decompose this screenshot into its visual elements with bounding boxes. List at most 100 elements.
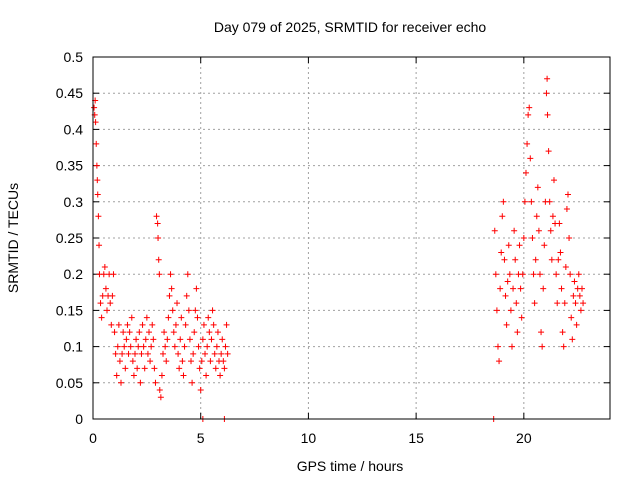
data-point [491,227,498,234]
data-point [167,271,174,278]
data-point [209,307,216,314]
data-point [113,372,120,379]
data-point [198,358,205,365]
data-point [497,285,504,292]
data-point [110,271,117,278]
y-tick-label: 0.25 [56,230,83,246]
data-point [525,111,532,118]
data-point [108,321,115,328]
data-point [218,350,225,357]
data-point [533,213,540,220]
data-point [531,300,538,307]
data-point [576,292,583,299]
data-point [128,314,135,321]
data-point [545,148,552,155]
x-axis-label: GPS time / hours [297,458,404,474]
data-point [494,343,501,350]
y-tick-label: 0.35 [56,158,83,174]
data-point [114,343,121,350]
data-point [220,358,227,365]
data-point [96,242,103,249]
data-point [127,343,134,350]
data-point [188,358,195,365]
data-point [526,104,533,111]
data-point [214,329,221,336]
data-point [154,220,161,227]
data-point [549,213,556,220]
y-axis-ticks: 0 0.05 0.1 0.15 0.2 0.25 0.3 0.35 0.4 0.45 0.5 [56,49,610,427]
data-point [146,329,153,336]
data-point [564,191,571,198]
data-point [181,343,188,350]
data-point [504,278,511,285]
data-point [520,235,527,241]
data-point [172,321,179,328]
data-point [538,329,545,336]
data-point [185,307,192,314]
data-point [168,285,175,292]
data-point [158,372,165,379]
y-tick-label: 0.3 [64,194,84,210]
data-point [165,314,172,321]
data-point [546,198,553,205]
data-point [536,271,543,278]
data-point [148,343,155,350]
data-point [566,235,573,241]
data-point [500,198,507,205]
data-point [102,285,109,292]
data-point [547,227,554,234]
data-point [193,285,200,292]
data-point [166,292,173,299]
data-point [521,198,528,205]
data-point [99,292,106,299]
data-point [93,162,100,169]
data-point [132,350,139,357]
y-tick-label: 0.1 [64,339,84,355]
data-point [120,329,127,336]
data-point [125,350,132,357]
data-point [115,321,122,328]
data-point [571,278,578,285]
data-point [182,321,189,328]
x-tick-label: 5 [197,430,205,446]
data-point [205,314,212,321]
y-tick-label: 0.2 [64,266,84,282]
data-point [539,343,546,350]
data-point [197,387,204,394]
data-point [540,285,547,292]
data-point [527,155,534,162]
data-point [577,307,584,314]
data-point [212,365,219,372]
x-tick-label: 10 [301,430,317,446]
data-point [112,350,119,357]
data-point [535,227,542,234]
data-point [177,336,184,343]
data-point [522,169,529,176]
data-point [140,343,147,350]
data-point [151,365,158,372]
data-point [222,343,229,350]
data-point [184,271,191,278]
data-point [98,314,105,321]
data-point [563,206,570,213]
data-point [155,256,162,263]
data-point [224,350,231,357]
data-point [124,321,131,328]
data-point [572,300,579,307]
data-point [544,111,551,118]
data-point [203,372,210,379]
data-point [558,285,565,292]
data-point [130,372,137,379]
data-point [202,350,209,357]
data-point [516,242,523,249]
data-point [502,292,509,299]
data-point [111,329,118,336]
x-tick-label: 0 [89,430,97,446]
x-tick-label: 20 [516,430,532,446]
data-point [513,300,520,307]
data-point [153,213,160,220]
data-point [580,300,587,307]
data-point [496,358,503,365]
data-point [195,343,202,350]
